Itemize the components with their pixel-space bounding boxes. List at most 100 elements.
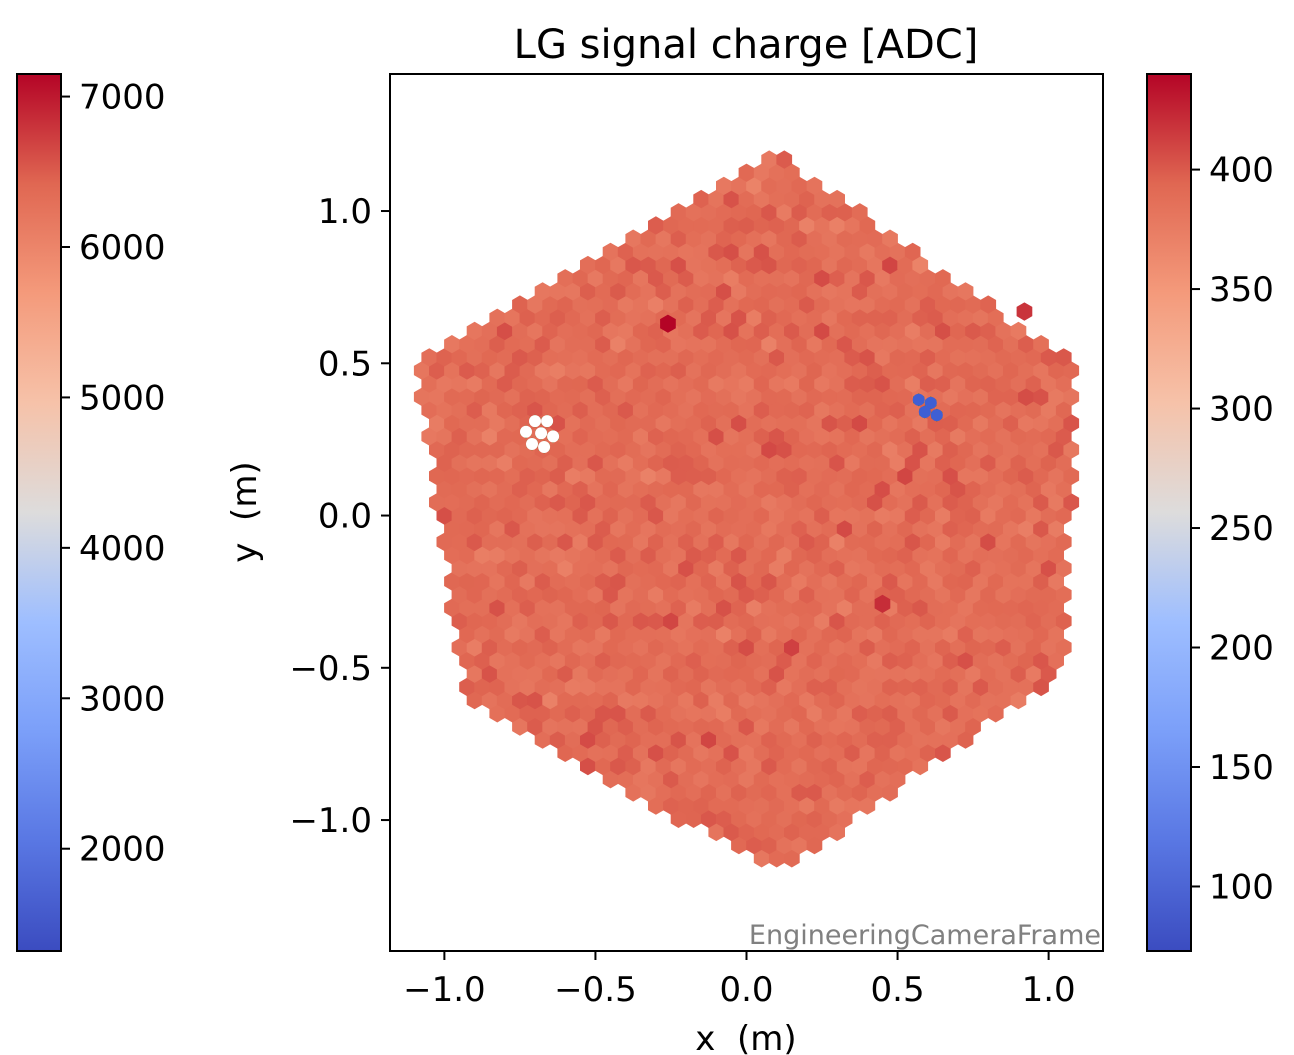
camera-pixel — [768, 348, 785, 367]
camera-pixel — [693, 611, 709, 631]
camera-pixel — [874, 348, 891, 367]
colorbar-tick-label: 300 — [1209, 390, 1274, 430]
camera-pixel — [595, 335, 611, 354]
camera-pixel — [844, 348, 861, 367]
camera-pixel — [927, 677, 944, 697]
camera-pixel — [648, 585, 664, 604]
camera-pixel — [1055, 532, 1072, 552]
camera-pixel — [784, 770, 800, 789]
camera-pixel — [935, 453, 951, 472]
camera-pixel — [617, 374, 634, 393]
camera-pixel — [700, 335, 717, 354]
camera-pixel — [731, 783, 747, 802]
camera-pixel — [489, 651, 506, 670]
camera-pixel — [768, 717, 785, 736]
camera-pixel — [693, 374, 709, 393]
camera-pixel — [746, 203, 762, 222]
camera-pixel — [723, 822, 740, 842]
camera-pixel — [791, 783, 808, 802]
camera-pixel — [444, 387, 460, 406]
camera-pixel — [1048, 598, 1064, 617]
camera-pixel — [799, 242, 815, 261]
camera-pixel — [753, 374, 770, 393]
camera-pixel — [504, 335, 521, 354]
camera-pixel — [844, 400, 861, 420]
camera-pixel — [836, 519, 853, 538]
camera-pixel — [912, 677, 929, 697]
camera-pixel — [731, 414, 747, 433]
camera-pixel — [889, 348, 906, 367]
camera-pixel — [919, 427, 936, 446]
camera-pixel — [723, 585, 740, 604]
camera-pixel — [504, 308, 521, 327]
camera-pixel — [806, 255, 823, 275]
camera-pixel — [557, 717, 574, 736]
camera-pixel — [897, 598, 913, 617]
camera-pixel — [746, 730, 762, 749]
camera-pixel — [640, 519, 657, 538]
camera-pixel — [625, 704, 642, 723]
camera-pixel — [799, 480, 815, 499]
camera-pixel — [851, 756, 868, 776]
camera-pixel — [851, 282, 868, 301]
camera-pixel — [753, 321, 770, 341]
camera-pixel — [1018, 493, 1034, 512]
camera-pixel — [867, 361, 883, 380]
camera-pixel — [534, 361, 551, 380]
camera-pixel — [919, 717, 936, 736]
camera-pixel — [474, 546, 490, 565]
camera-pixel — [844, 269, 861, 288]
camera-pixel — [867, 440, 883, 459]
camera-pixel — [927, 730, 944, 749]
camera-pixel — [746, 572, 762, 591]
camera-pixel — [678, 427, 694, 446]
camera-pixel — [768, 532, 785, 552]
camera-pixel — [889, 453, 906, 472]
camera-pixel — [429, 414, 445, 433]
camera-pixel — [882, 651, 898, 670]
camera-pixel — [919, 480, 936, 499]
camera-pixel — [950, 321, 966, 341]
camera-pixel — [904, 664, 921, 683]
camera-pixel — [768, 822, 785, 842]
camera-pixel — [761, 282, 777, 301]
camera-pixel — [587, 506, 604, 525]
camera-pixel — [897, 625, 913, 644]
camera-pixel — [595, 625, 611, 644]
camera-pixel — [1048, 493, 1064, 512]
camera-pixel — [648, 216, 664, 235]
camera-pixel — [474, 625, 490, 644]
camera-pixel — [670, 546, 687, 565]
camera-pixel — [685, 414, 702, 433]
camera-pixel — [489, 466, 506, 486]
camera-pixel — [708, 611, 725, 631]
colorbar-tick-label: 4000 — [79, 529, 166, 569]
camera-pixel — [897, 308, 913, 327]
camera-pixel — [534, 519, 551, 538]
camera-pixel — [421, 348, 438, 367]
camera-pixel — [829, 400, 845, 420]
camera-pixel — [859, 638, 876, 657]
camera-pixel — [874, 506, 891, 525]
camera-pixel — [451, 348, 468, 367]
camera-pixel — [534, 598, 551, 617]
camera-pixel — [496, 611, 513, 631]
camera-pixel — [663, 691, 679, 710]
camera-pixel — [549, 493, 566, 512]
camera-pixel — [980, 295, 997, 314]
camera-pixel — [867, 704, 883, 723]
camera-pixel — [844, 374, 861, 393]
camera-pixel — [844, 743, 861, 762]
camera-pixel — [723, 269, 740, 288]
camera-pixel — [821, 466, 838, 486]
camera-pixel — [806, 836, 823, 855]
camera-pixel — [731, 809, 747, 828]
camera-pixel — [829, 585, 845, 604]
camera-pixel — [587, 427, 604, 446]
camera-pixel — [716, 625, 732, 644]
camera-pixel — [836, 493, 853, 512]
camera-pixel — [761, 150, 777, 169]
camera-pixel — [640, 440, 657, 459]
camera-pixel — [965, 585, 981, 604]
